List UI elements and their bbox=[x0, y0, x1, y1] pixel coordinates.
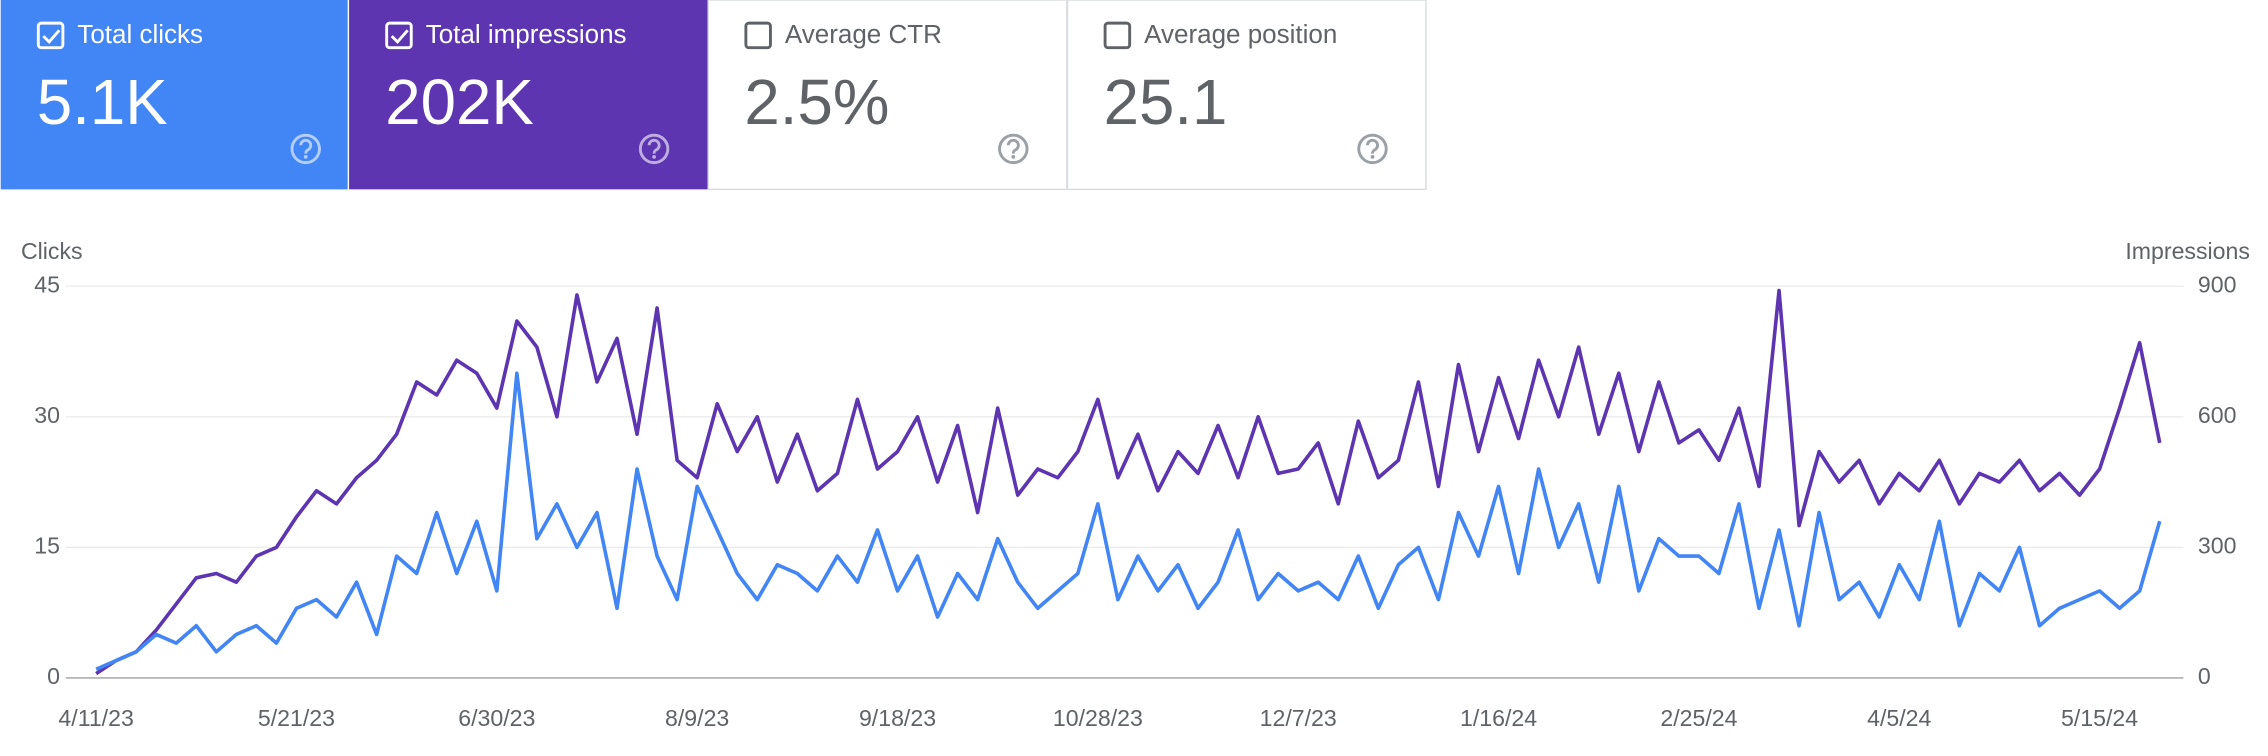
x-tick-label: 1/16/24 bbox=[1460, 705, 1537, 731]
y2-tick-label: 900 bbox=[2198, 271, 2237, 297]
metric-card[interactable]: Average position 25.1 bbox=[1066, 0, 1427, 191]
card-label: Total impressions bbox=[426, 19, 627, 49]
help-icon bbox=[1357, 133, 1388, 165]
y-axis-title: Clicks bbox=[21, 238, 83, 264]
x-tick-label: 8/9/23 bbox=[665, 705, 729, 731]
series-line bbox=[95, 371, 2162, 671]
x-tick-label: 2/25/24 bbox=[1660, 705, 1737, 731]
x-tick-label: 6/30/23 bbox=[458, 705, 535, 731]
card-background bbox=[349, 0, 708, 190]
card-background bbox=[1066, 0, 1427, 191]
help-dot bbox=[303, 154, 308, 159]
card-value: 202K bbox=[385, 67, 534, 138]
card-value: 2.5% bbox=[744, 67, 889, 138]
y2-tick-label: 0 bbox=[2198, 663, 2211, 689]
help-dot bbox=[1011, 154, 1016, 159]
y2-axis-title: Impressions bbox=[2125, 238, 2250, 264]
checkbox bbox=[744, 21, 772, 50]
checkbox bbox=[1103, 21, 1132, 50]
checkbox bbox=[385, 21, 413, 50]
x-tick-label: 12/7/23 bbox=[1260, 705, 1337, 731]
metric-card[interactable]: Average CTR 2.5% bbox=[707, 0, 1068, 191]
x-tick-label: 4/11/23 bbox=[58, 705, 133, 731]
y-tick-label: 30 bbox=[34, 402, 60, 428]
help-icon bbox=[998, 133, 1029, 165]
card-value: 5.1K bbox=[37, 67, 168, 138]
y-tick-label: 15 bbox=[34, 532, 60, 558]
series-line bbox=[95, 288, 2162, 676]
y-tick-label: 0 bbox=[47, 663, 60, 689]
y2-tick-label: 300 bbox=[2198, 532, 2237, 558]
card-label: Total clicks bbox=[77, 19, 203, 49]
x-tick-label: 5/21/23 bbox=[258, 705, 335, 731]
x-tick-label: 9/18/23 bbox=[859, 705, 936, 731]
x-tick-label: 4/5/24 bbox=[1867, 705, 1931, 731]
help-dot bbox=[652, 154, 656, 159]
metric-card[interactable]: Total impressions 202K bbox=[349, 0, 708, 190]
card-label: Average position bbox=[1144, 19, 1337, 49]
x-tick-label: 10/28/23 bbox=[1053, 705, 1143, 731]
checkmark bbox=[42, 29, 61, 45]
y-tick-label: 45 bbox=[34, 271, 60, 297]
card-label: Average CTR bbox=[785, 19, 942, 49]
checkbox bbox=[36, 21, 65, 50]
help-icon bbox=[638, 133, 670, 165]
help-glyph bbox=[299, 138, 313, 154]
card-background bbox=[707, 0, 1068, 191]
card-value: 25.1 bbox=[1104, 67, 1228, 138]
x-tick-label: 5/15/24 bbox=[2061, 705, 2138, 731]
help-glyph bbox=[647, 138, 661, 154]
metric-card[interactable]: Total clicks 5.1K bbox=[0, 0, 348, 190]
y2-tick-label: 600 bbox=[2198, 402, 2237, 428]
help-dot bbox=[1370, 154, 1375, 159]
help-icon bbox=[290, 133, 321, 165]
help-glyph bbox=[1006, 138, 1020, 154]
help-glyph bbox=[1366, 138, 1379, 154]
checkmark bbox=[390, 29, 409, 45]
